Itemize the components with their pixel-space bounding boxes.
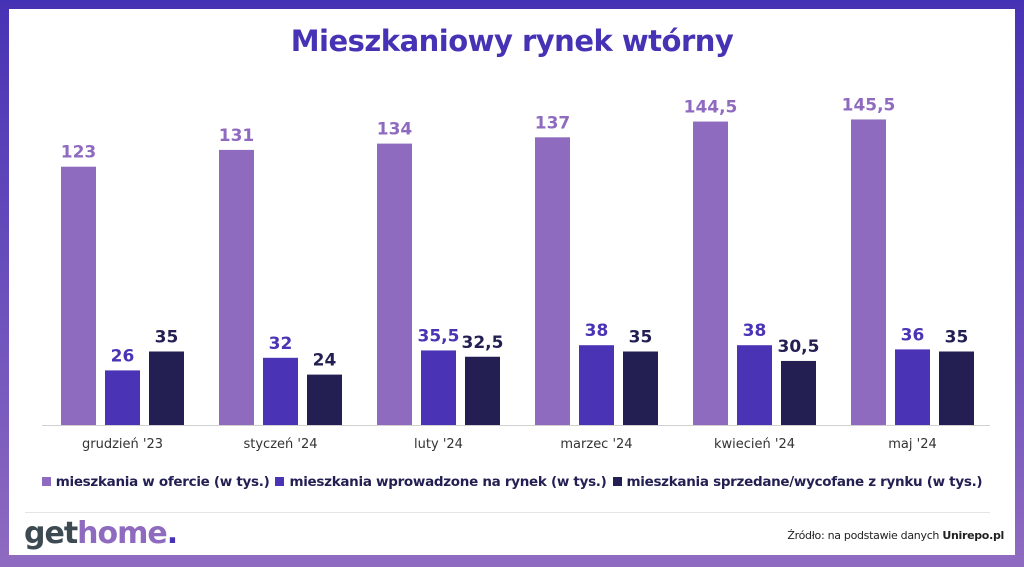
data-label: 26 bbox=[111, 346, 135, 366]
bar bbox=[465, 356, 500, 425]
bar bbox=[579, 345, 614, 425]
legend-label: mieszkania w ofercie (w tys.) bbox=[55, 474, 270, 490]
bar bbox=[61, 166, 96, 425]
data-label: 24 bbox=[313, 351, 337, 371]
bar bbox=[623, 351, 658, 425]
bar bbox=[105, 370, 140, 425]
bar bbox=[377, 143, 412, 425]
legend-swatch bbox=[612, 477, 622, 486]
data-label: 35 bbox=[629, 328, 653, 348]
chart-panel bbox=[9, 9, 1015, 555]
data-label: 144,5 bbox=[684, 98, 738, 118]
x-tick-label: grudzień '23 bbox=[82, 437, 163, 452]
x-tick-label: styczeń '24 bbox=[243, 437, 317, 452]
data-label: 38 bbox=[585, 321, 609, 341]
data-label: 137 bbox=[535, 113, 571, 133]
legend-swatch bbox=[275, 477, 285, 486]
bar bbox=[939, 351, 974, 425]
data-label: 32 bbox=[269, 334, 293, 354]
source-note: Źródło: na podstawie danych Unirepo.pl bbox=[787, 529, 1004, 542]
x-tick-label: kwiecień '24 bbox=[714, 437, 795, 452]
bar bbox=[535, 137, 570, 426]
data-label: 30,5 bbox=[778, 337, 820, 357]
x-tick-label: luty '24 bbox=[414, 437, 463, 452]
gethome-logo: gethome. bbox=[24, 516, 178, 551]
bar bbox=[307, 374, 342, 425]
chart-title: Mieszkaniowy rynek wtórny bbox=[290, 24, 734, 58]
x-tick-label: marzec '24 bbox=[560, 437, 632, 452]
x-tick-label: maj '24 bbox=[888, 437, 937, 452]
data-label: 32,5 bbox=[462, 333, 504, 353]
bar bbox=[263, 357, 298, 425]
data-label: 35 bbox=[945, 328, 969, 348]
data-label: 35,5 bbox=[418, 326, 460, 346]
legend-item: mieszkania sprzedane/wycofane z rynku (w… bbox=[612, 474, 983, 490]
legend-item: mieszkania w ofercie (w tys.) bbox=[41, 474, 270, 490]
data-label: 145,5 bbox=[842, 95, 896, 115]
data-label: 131 bbox=[219, 126, 255, 146]
bar bbox=[737, 345, 772, 425]
bar bbox=[781, 360, 816, 425]
data-label: 38 bbox=[743, 321, 767, 341]
bar bbox=[149, 351, 184, 425]
legend-label: mieszkania sprzedane/wycofane z rynku (w… bbox=[626, 474, 983, 490]
legend-swatch bbox=[41, 477, 51, 486]
data-label: 134 bbox=[377, 120, 413, 140]
data-label: 36 bbox=[901, 325, 925, 345]
bar bbox=[421, 350, 456, 425]
legend-item: mieszkania wprowadzone na rynek (w tys.) bbox=[275, 474, 607, 490]
data-label: 35 bbox=[155, 328, 179, 348]
bar bbox=[851, 119, 886, 425]
data-label: 123 bbox=[61, 143, 97, 163]
bar bbox=[895, 349, 930, 425]
legend: mieszkania w ofercie (w tys.) mieszkania … bbox=[0, 474, 1024, 490]
divider bbox=[25, 512, 990, 513]
bar bbox=[219, 149, 254, 425]
legend-label: mieszkania wprowadzone na rynek (w tys.) bbox=[289, 474, 607, 490]
bar bbox=[693, 121, 728, 426]
